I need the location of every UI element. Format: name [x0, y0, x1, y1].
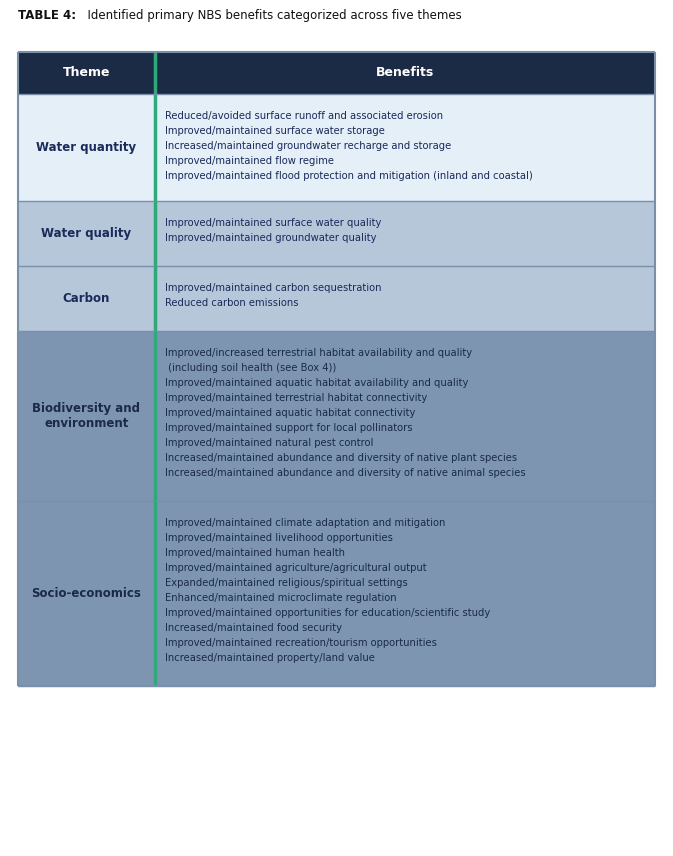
Text: Improved/maintained surface water quality: Improved/maintained surface water qualit… [165, 218, 382, 228]
Text: Improved/maintained surface water storage: Improved/maintained surface water storag… [165, 126, 385, 135]
Text: TABLE 4:: TABLE 4: [18, 9, 76, 22]
Bar [18, 94, 655, 201]
Text: Increased/maintained abundance and diversity of native animal species: Increased/maintained abundance and diver… [165, 468, 526, 479]
Bar [18, 201, 655, 266]
Text: Improved/maintained flood protection and mitigation (inland and coastal): Improved/maintained flood protection and… [165, 170, 533, 181]
Text: Improved/maintained human health: Improved/maintained human health [165, 548, 345, 557]
Text: Improved/maintained opportunities for education/scientific study: Improved/maintained opportunities for ed… [165, 608, 490, 618]
Text: Improved/increased terrestrial habitat availability and quality: Improved/increased terrestrial habitat a… [165, 348, 472, 358]
Bar [18, 52, 655, 94]
Text: Water quality: Water quality [42, 228, 131, 241]
Text: Reduced/avoided surface runoff and associated erosion: Reduced/avoided surface runoff and assoc… [165, 110, 443, 121]
Text: Socio-economics: Socio-economics [32, 587, 141, 600]
Text: Improved/maintained groundwater quality: Improved/maintained groundwater quality [165, 233, 376, 243]
Text: Expanded/maintained religious/spiritual settings: Expanded/maintained religious/spiritual … [165, 578, 408, 588]
Text: Carbon: Carbon [63, 293, 110, 306]
Text: Improved/maintained natural pest control: Improved/maintained natural pest control [165, 438, 374, 449]
Text: Improved/maintained support for local pollinators: Improved/maintained support for local po… [165, 423, 413, 433]
Bar [18, 266, 655, 331]
Text: Increased/maintained food security: Increased/maintained food security [165, 623, 342, 633]
Text: Improved/maintained aquatic habitat availability and quality: Improved/maintained aquatic habitat avai… [165, 378, 468, 388]
Bar [18, 501, 655, 686]
Text: Increased/maintained groundwater recharge and storage: Increased/maintained groundwater recharg… [165, 140, 451, 151]
Text: Improved/maintained carbon sequestration: Improved/maintained carbon sequestration [165, 283, 382, 293]
Text: Improved/maintained recreation/tourism opportunities: Improved/maintained recreation/tourism o… [165, 638, 437, 648]
Text: Biodiversity and
environment: Biodiversity and environment [32, 402, 141, 431]
Text: Improved/maintained livelihood opportunities: Improved/maintained livelihood opportuni… [165, 532, 393, 543]
Text: Improved/maintained climate adaptation and mitigation: Improved/maintained climate adaptation a… [165, 518, 446, 527]
Text: Theme: Theme [63, 67, 110, 80]
Text: Improved/maintained agriculture/agricultural output: Improved/maintained agriculture/agricult… [165, 562, 427, 573]
Text: Improved/maintained terrestrial habitat connectivity: Improved/maintained terrestrial habitat … [165, 393, 427, 403]
Text: Enhanced/maintained microclimate regulation: Enhanced/maintained microclimate regulat… [165, 592, 396, 603]
Text: Improved/maintained aquatic habitat connectivity: Improved/maintained aquatic habitat conn… [165, 408, 415, 419]
Text: Reduced carbon emissions: Reduced carbon emissions [165, 298, 298, 308]
Text: Water quantity: Water quantity [36, 141, 137, 154]
Text: Increased/maintained abundance and diversity of native plant species: Increased/maintained abundance and diver… [165, 454, 517, 463]
Text: (including soil health (see Box 4)): (including soil health (see Box 4)) [165, 363, 336, 373]
Text: Identified primary NBS benefits categorized across five themes: Identified primary NBS benefits categori… [80, 9, 462, 22]
Bar [18, 331, 655, 501]
Text: Improved/maintained flow regime: Improved/maintained flow regime [165, 156, 334, 165]
Text: Benefits: Benefits [376, 67, 434, 80]
Text: Increased/maintained property/land value: Increased/maintained property/land value [165, 653, 375, 663]
